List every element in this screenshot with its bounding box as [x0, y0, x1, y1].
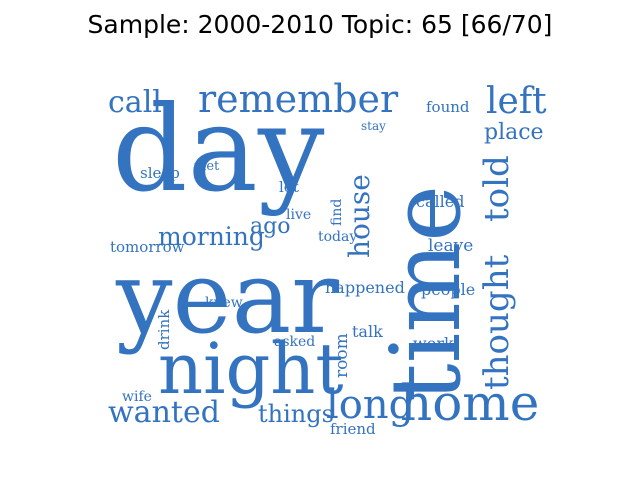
word-wife: wife	[122, 389, 152, 405]
word-leave: leave	[428, 236, 474, 256]
word-happened: happened	[325, 278, 405, 297]
word-found: found	[426, 98, 470, 116]
word-stay: stay	[361, 119, 386, 133]
word-asked: asked	[274, 334, 316, 350]
word-things: things	[258, 400, 334, 428]
word-sleep: sleep	[140, 164, 180, 182]
word-today: today	[318, 229, 358, 245]
word-wanted: wanted	[108, 395, 220, 430]
word-people: people	[421, 280, 476, 299]
word-place: place	[484, 120, 544, 145]
word-friend: friend	[330, 420, 376, 438]
word-morning: morning	[158, 222, 265, 251]
word-remember: remember	[198, 77, 399, 121]
word-house: house	[343, 174, 376, 258]
word-thought: thought	[477, 254, 517, 390]
word-met: met	[194, 159, 220, 174]
word-drink: drink	[155, 309, 173, 350]
word-time: time	[370, 184, 482, 402]
word-year: year	[116, 239, 340, 356]
word-called: called	[416, 192, 465, 211]
word-ago: ago	[250, 214, 291, 239]
word-knew: knew	[205, 295, 243, 311]
word-home: home	[400, 374, 540, 432]
word-room: room	[332, 333, 352, 378]
word-lot: lot	[279, 178, 299, 196]
word-talk: talk	[352, 322, 383, 341]
word-live: live	[286, 207, 312, 223]
word-call: call	[108, 85, 162, 120]
word-left: left	[486, 81, 547, 122]
word-night: night	[158, 328, 344, 410]
word-long: long	[326, 382, 415, 428]
word-find: find	[329, 198, 345, 226]
word-tomorrow: tomorrow	[110, 238, 185, 256]
chart-title: Sample: 2000-2010 Topic: 65 [66/70]	[87, 10, 553, 39]
word-told: told	[477, 155, 517, 222]
word-work: work	[413, 334, 454, 353]
word-day: day	[112, 80, 325, 218]
